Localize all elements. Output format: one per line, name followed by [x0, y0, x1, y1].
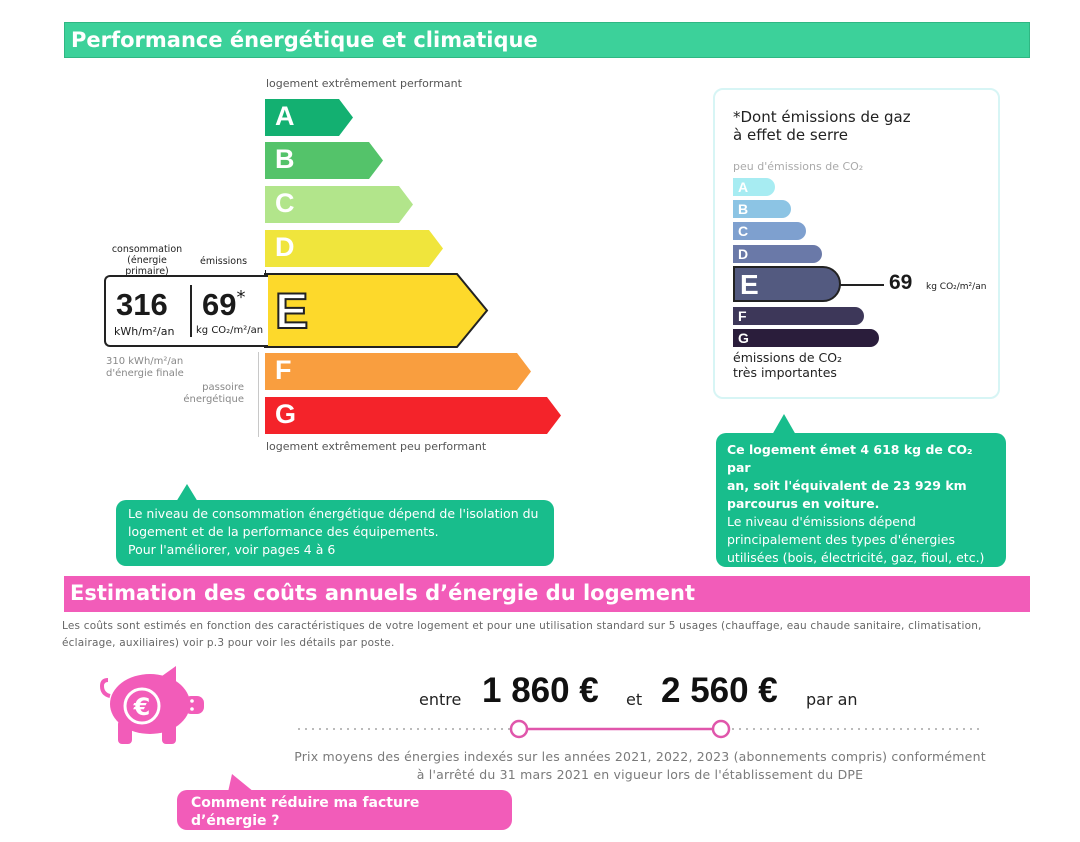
class-e-connector [265, 270, 266, 276]
consumption-label: consommation (énergie primaire) [104, 244, 190, 277]
costs-intro-line1: Les coûts sont estimés en fonction des c… [62, 620, 982, 632]
passoire-line2: énergétique [183, 394, 244, 405]
energy-class-letter: G [275, 399, 297, 429]
energy-class-letter: B [275, 144, 295, 174]
emissions-unit: kg CO₂/m²/an [196, 325, 264, 336]
emissions-value: 69 [202, 287, 237, 322]
ges-class-g: G [733, 329, 879, 347]
final-energy-line2: d'énergie finale [106, 368, 184, 379]
price-max: 2 560 € [661, 671, 778, 710]
energy-class-letter: E [274, 282, 309, 340]
ges-title-line2: à effet de serre [733, 126, 848, 144]
ges-class-e: E [733, 266, 841, 302]
section-costs-title: Estimation des coûts annuels d’énergie d… [70, 581, 695, 605]
emissions-label: émissions [200, 256, 248, 267]
tip-title: Comment réduire ma facture d’énergie ? [191, 795, 420, 829]
callout-energy-info: Le niveau de consommation énergétique dé… [116, 500, 554, 566]
emissions-star: * [236, 287, 246, 308]
tip-callout[interactable]: Comment réduire ma facture d’énergie ? V… [177, 790, 512, 841]
tip-sub: Voir p. 3 [191, 831, 229, 841]
callout-left-line1: Le niveau de consommation énergétique dé… [128, 506, 539, 521]
consumption-label-line1: consommation [111, 244, 183, 255]
ges-value-line [840, 284, 884, 286]
callout-right-line5: principalement des types d'énergies [727, 532, 955, 547]
scale-top-label: logement extrêmement performant [266, 77, 462, 90]
ges-unit: kg CO₂/m²/an [926, 282, 987, 292]
price-max-marker [711, 719, 731, 739]
consumption-value: 316 [116, 287, 168, 322]
price-note-line2: à l'arrêté du 31 mars 2021 en vigueur lo… [416, 767, 864, 782]
callout-right-line6: utilisées (bois, électricité, gaz, fioul… [727, 550, 985, 565]
consumption-unit: kWh/m²/an [114, 325, 175, 338]
section-energy-header: Performance énergétique et climatique [64, 22, 1030, 58]
price-note: Prix moyens des énergies indexés sur les… [270, 748, 1010, 784]
ges-class-d: D [733, 245, 822, 263]
svg-text:€: € [133, 693, 151, 721]
final-energy-line1: 310 kWh/m²/an [106, 356, 184, 367]
energy-class-letter: F [275, 355, 292, 385]
ges-class-b: B [733, 200, 791, 218]
callout-co2-info: Ce logement émet 4 618 kg de CO₂ par an,… [716, 433, 1006, 567]
price-note-line1: Prix moyens des énergies indexés sur les… [294, 749, 986, 764]
ges-top-label: peu d'émissions de CO₂ [733, 160, 864, 173]
callout-left-pointer [176, 484, 198, 502]
scale-bottom-label: logement extrêmement peu performant [266, 440, 487, 453]
callout-right-pointer [772, 414, 796, 435]
ges-bottom-line1: émissions de CO₂ [733, 350, 843, 365]
ges-class-a: A [733, 178, 775, 196]
consumption-divider [190, 285, 192, 337]
callout-right-line4: Le niveau d'émissions dépend [727, 514, 916, 529]
consumption-label-line2: (énergie primaire) [125, 255, 169, 277]
callout-right-bold2: an, soit l'équivalent de 23 929 km [727, 478, 967, 493]
callout-right-bold1: Ce logement émet 4 618 kg de CO₂ par [727, 442, 973, 475]
costs-intro: Les coûts sont estimés en fonction des c… [62, 618, 1052, 652]
ges-class-c: C [733, 222, 806, 240]
callout-right-bold3: parcourus en voiture. [727, 496, 880, 511]
passoire-divider [258, 352, 259, 437]
ges-bottom-line2: très importantes [733, 365, 837, 380]
passoire-label: passoire énergétique [180, 382, 244, 406]
price-per-year: par an [806, 690, 858, 709]
consumption-box: 316 kWh/m²/an 69* kg CO₂/m²/an [104, 275, 268, 347]
ges-panel [713, 88, 1000, 399]
ges-value: 69 [889, 271, 913, 294]
passoire-line1: passoire [202, 382, 244, 393]
callout-left-line2: logement et de la performance des équipe… [128, 524, 439, 539]
price-between: entre [419, 690, 462, 709]
energy-class-letter: C [275, 188, 295, 218]
ges-title: *Dont émissions de gaz à effet de serre [733, 108, 911, 144]
ges-title-line1: *Dont émissions de gaz [733, 108, 911, 126]
price-range-slider [298, 719, 984, 739]
price-and: et [626, 690, 643, 709]
ges-class-f: F [733, 307, 864, 325]
energy-class-letter: A [275, 101, 295, 131]
ges-bottom-label: émissions de CO₂ très importantes [733, 350, 842, 380]
price-min-marker [509, 719, 529, 739]
section-costs-header: Estimation des coûts annuels d’énergie d… [64, 576, 1030, 612]
final-energy-label: 310 kWh/m²/an d'énergie finale [106, 356, 184, 380]
section-energy-title: Performance énergétique et climatique [71, 28, 538, 52]
costs-intro-line2: éclairage, auxiliaires) voir p.3 pour vo… [62, 637, 395, 649]
price-min: 1 860 € [482, 671, 599, 710]
tip-pointer [228, 774, 254, 792]
callout-left-line3: Pour l'améliorer, voir pages 4 à 6 [128, 542, 336, 557]
energy-class-letter: D [275, 232, 295, 262]
piggy-bank-euro-icon: € [99, 666, 204, 744]
